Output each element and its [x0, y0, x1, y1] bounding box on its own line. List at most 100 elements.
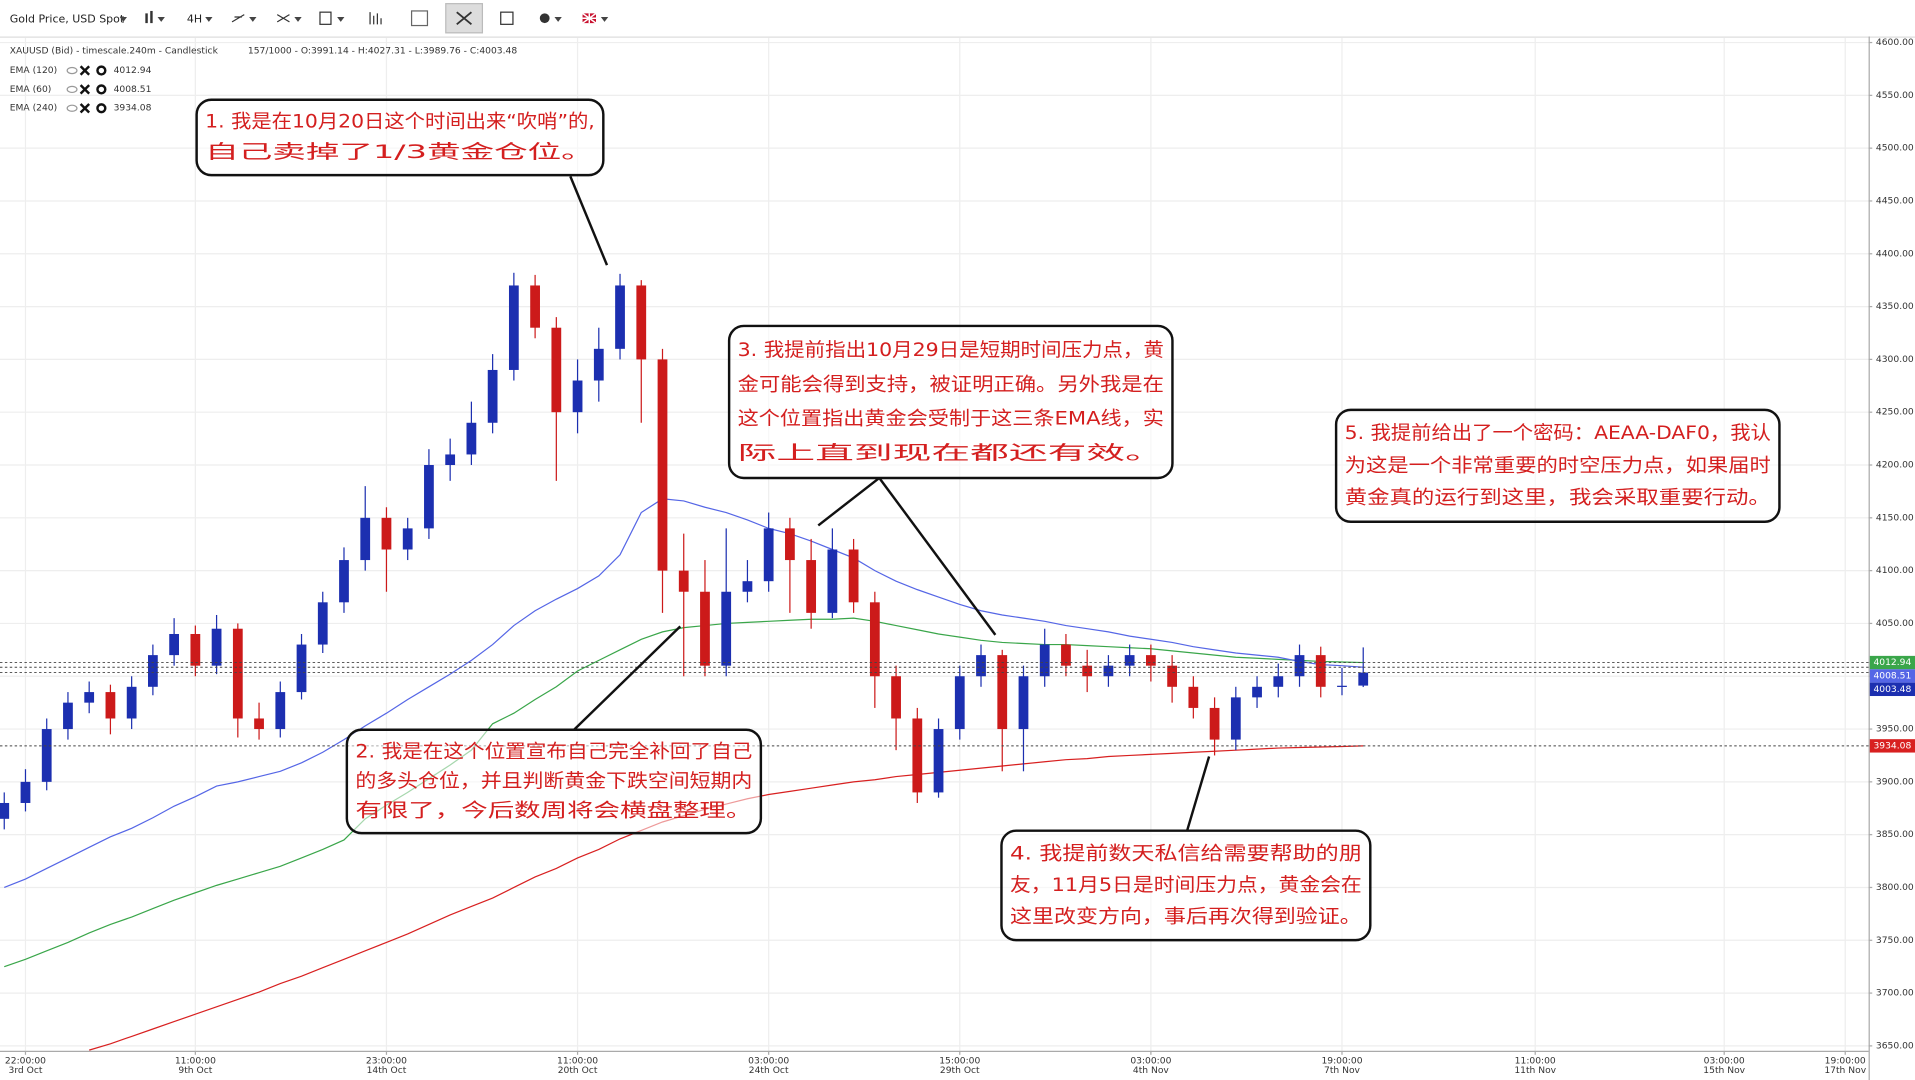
- candle-body: [1252, 686, 1262, 698]
- y-tick-label: 4500.00: [1876, 144, 1914, 154]
- candle-body: [997, 655, 1008, 730]
- candle-body: [41, 729, 52, 782]
- dropdown-arrow: [337, 17, 345, 22]
- y-tick-label: 3650.00: [1876, 1041, 1914, 1051]
- draw-tool[interactable]: [231, 14, 245, 23]
- flag-cross: [582, 12, 597, 24]
- callout-text: 自己卖掉了1/3黄金仓位。: [205, 141, 595, 163]
- y-tick-label: 3700.00: [1876, 989, 1914, 999]
- candle-body: [1230, 697, 1241, 740]
- legend-value: 3934.08: [114, 104, 152, 114]
- y-tick-label: 4350.00: [1876, 302, 1914, 312]
- legend-name: EMA (120): [10, 66, 57, 76]
- callout-text: 这里改变方向，事后再次得到验证。: [1010, 906, 1362, 928]
- candle-body: [976, 655, 986, 677]
- candle-body: [126, 686, 137, 719]
- legend-name: EMA (60): [10, 85, 52, 95]
- x-tick-label: 03:00:00: [1130, 1056, 1171, 1066]
- candle-body: [211, 628, 222, 666]
- candle-body: [466, 422, 477, 455]
- dropdown-arrow: [600, 17, 609, 22]
- callout-pointer: [569, 175, 609, 266]
- candle-body: [339, 560, 349, 603]
- toolbar: Gold Price, USD Spot 4H: [0, 0, 1915, 38]
- price-box: [1869, 669, 1915, 683]
- tool-icon[interactable]: [276, 14, 290, 23]
- layout-icon[interactable]: [410, 10, 429, 27]
- candle-body: [1124, 655, 1135, 666]
- candle-body: [147, 655, 158, 687]
- theme-icon[interactable]: [539, 13, 550, 24]
- callout-pointer: [1185, 756, 1211, 832]
- candle-body: [572, 380, 583, 413]
- x-tick-label: 19:00:00: [1321, 1056, 1362, 1066]
- candle-body: [296, 644, 307, 693]
- callout-text: 3. 我提前指出10月29日是短期时间压力点，黄: [738, 339, 1164, 361]
- dropdown-arrow: [205, 17, 213, 22]
- candle-body: [593, 348, 604, 381]
- crop-icon[interactable]: [500, 11, 514, 25]
- legend-settings[interactable]: [96, 103, 107, 114]
- tool-icon[interactable]: [319, 11, 332, 25]
- legend-remove[interactable]: [79, 84, 91, 95]
- y-tick-label: 4400.00: [1876, 249, 1914, 259]
- callout-text: 有限了，今后数周将会横盘整理。: [355, 800, 752, 822]
- legend-remove[interactable]: [79, 103, 91, 114]
- callout-pointer: [573, 625, 682, 731]
- x-tick-label: 19:00:00: [1825, 1056, 1866, 1066]
- callout-box: [1000, 829, 1372, 942]
- legend-remove[interactable]: [79, 65, 91, 76]
- candle-body: [721, 591, 732, 666]
- indicator-icon[interactable]: [369, 12, 382, 25]
- price-label: 4008.51: [1873, 671, 1911, 681]
- callout-text: 这个位置指出黄金会受制于这三条EMA线，实: [738, 408, 1164, 430]
- candle-body: [763, 528, 774, 582]
- instrument-selector[interactable]: Gold Price, USD Spot: [10, 12, 125, 25]
- timeframe-selector[interactable]: 4H: [187, 12, 202, 25]
- legend-name: EMA (240): [10, 104, 57, 114]
- x-tick-date: 24th Oct: [749, 1066, 789, 1076]
- y-tick-label: 4600.00: [1876, 38, 1914, 48]
- price-box: [1869, 655, 1915, 670]
- legend-settings[interactable]: [96, 84, 107, 95]
- callout-text: 际上直到现在都还有效。: [738, 442, 1164, 464]
- callout-text: 1. 我是在10月20日这个时间出来“吹哨”的,: [205, 111, 595, 133]
- x-tick-date: 14th Oct: [367, 1066, 407, 1076]
- x-tick-label: 23:00:00: [366, 1056, 407, 1066]
- legend-eye[interactable]: [66, 104, 78, 112]
- callout-pointer: [878, 477, 997, 636]
- y-tick-label: 4250.00: [1876, 408, 1914, 418]
- x-tick-date: 15th Nov: [1703, 1066, 1745, 1076]
- y-tick-label: 4100.00: [1876, 566, 1914, 576]
- legend-settings[interactable]: [96, 65, 107, 76]
- candle-body: [615, 285, 625, 349]
- legend-eye[interactable]: [66, 85, 78, 94]
- legend: XAUUSD (Bid) - timescale.240m - Candlest…: [10, 47, 518, 114]
- icon[interactable]: [145, 13, 148, 24]
- chart-header: XAUUSD (Bid) - timescale.240m - Candlest…: [10, 47, 219, 57]
- candle-body: [1167, 665, 1178, 687]
- x-tick-date: 20th Oct: [558, 1066, 598, 1076]
- y-tick-label: 4550.00: [1876, 91, 1914, 101]
- y-tick-label: 4300.00: [1876, 355, 1914, 365]
- ema-line: [4, 498, 1364, 889]
- price-label: 4003.48: [1873, 685, 1911, 695]
- candle-body: [360, 517, 371, 561]
- y-tick-label: 4150.00: [1876, 513, 1914, 523]
- candle-body: [508, 285, 519, 370]
- candle-body: [1315, 655, 1326, 687]
- y-tick-label: 4200.00: [1876, 461, 1914, 471]
- ohlc-status: 157/1000 - O:3991.14 - H:4027.31 - L:398…: [248, 47, 517, 57]
- candle-body: [63, 702, 73, 730]
- candle-body: [530, 285, 540, 328]
- candle-body: [869, 602, 880, 677]
- callout-box: [195, 98, 605, 177]
- legend-eye[interactable]: [66, 66, 78, 75]
- dropdown-arrow: [249, 17, 257, 22]
- candle-body: [1061, 644, 1071, 666]
- candle-body: [912, 718, 923, 793]
- y-tick-label: 3750.00: [1876, 936, 1914, 946]
- x-tick-label: 11:00:00: [1515, 1056, 1556, 1066]
